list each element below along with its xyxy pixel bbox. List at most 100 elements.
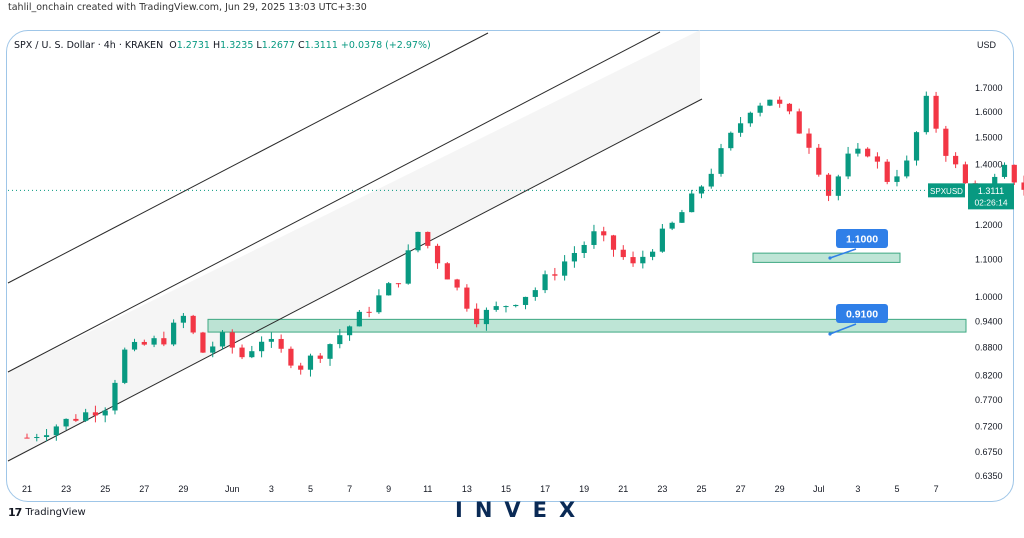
- candle-body: [904, 160, 910, 177]
- candle-body: [356, 311, 362, 327]
- candle-body: [767, 99, 773, 106]
- candle-body: [34, 437, 40, 439]
- candle-body: [689, 193, 695, 213]
- candle-body: [219, 332, 226, 347]
- candle: [483, 307, 490, 331]
- candle-body: [73, 418, 79, 421]
- candle-body: [180, 315, 186, 323]
- candle: [522, 296, 529, 310]
- candle: [63, 418, 69, 430]
- callout-anchor-dot: [828, 332, 832, 336]
- symbol-legend: SPX / U. S. Dollar · 4h · KRAKEN O1.2731…: [14, 40, 431, 51]
- candle-body: [102, 410, 108, 416]
- candle: [131, 338, 138, 352]
- candle: [816, 143, 822, 177]
- x-tick-label: 13: [462, 484, 472, 494]
- candle: [728, 131, 734, 151]
- candle: [552, 267, 558, 281]
- high-label: H: [212, 40, 221, 51]
- candle-body: [327, 344, 333, 359]
- candle: [953, 152, 959, 169]
- channel-middle-line: [7, 31, 661, 373]
- y-tick-label: 1.6000: [975, 107, 1003, 117]
- candle: [102, 407, 108, 423]
- candle: [571, 246, 577, 268]
- support-zone-2: [207, 318, 967, 333]
- price-callout-1: 1.1000: [828, 229, 888, 260]
- candle: [239, 344, 245, 360]
- candle: [933, 91, 939, 133]
- x-tick-label: 17: [540, 484, 550, 494]
- candle: [825, 173, 832, 202]
- x-tick-label: 21: [618, 484, 628, 494]
- symbol-tag-box: [928, 183, 965, 198]
- candle-body: [874, 156, 881, 162]
- low-label: L: [256, 40, 262, 51]
- candle: [229, 329, 235, 354]
- candle: [474, 303, 480, 328]
- candle: [845, 146, 851, 180]
- candle: [581, 241, 587, 259]
- last-price-tag-box: [968, 183, 1014, 210]
- candle: [777, 96, 783, 108]
- candle: [122, 347, 128, 385]
- callout-box: [836, 229, 888, 248]
- candle: [259, 336, 265, 358]
- candle: [806, 128, 812, 154]
- candle: [219, 330, 226, 350]
- candle: [171, 319, 177, 347]
- candle: [395, 283, 402, 288]
- candle: [366, 306, 372, 318]
- candle: [249, 345, 255, 359]
- callout-pointer: [829, 248, 857, 259]
- candle: [444, 262, 450, 280]
- candle-body: [728, 132, 734, 149]
- candle: [786, 103, 793, 115]
- candle: [865, 147, 871, 158]
- candle-body: [894, 176, 900, 182]
- candle: [620, 245, 626, 260]
- price-callout-2: 0.9100: [828, 304, 888, 336]
- candle-body: [503, 306, 509, 308]
- chart-frame: [6, 30, 1014, 502]
- candle: [317, 353, 323, 363]
- candle: [698, 185, 705, 199]
- candle: [708, 168, 714, 189]
- candle-body: [708, 173, 714, 187]
- candle: [386, 281, 392, 296]
- candle-body: [171, 322, 177, 345]
- tradingview-attribution[interactable]: 17 TradingView: [8, 506, 86, 519]
- candle: [669, 221, 675, 231]
- candle: [884, 159, 890, 185]
- candle: [962, 161, 968, 184]
- candle-body: [1001, 164, 1008, 177]
- candle: [210, 341, 216, 358]
- candle-body: [796, 111, 802, 134]
- candle-body: [865, 148, 871, 157]
- y-tick-label: 0.8200: [975, 370, 1003, 380]
- countdown-text: 02:26:14: [974, 197, 1007, 207]
- candle: [855, 143, 861, 157]
- candle: [278, 334, 284, 353]
- candle-body: [913, 132, 920, 161]
- chart-caption: tahlil_onchain created with TradingView.…: [8, 2, 367, 13]
- candle: [53, 424, 59, 441]
- x-tick-label: 15: [501, 484, 511, 494]
- candle: [141, 339, 147, 346]
- candle: [513, 304, 519, 308]
- candle-body: [630, 257, 636, 264]
- candle-body: [229, 332, 235, 348]
- x-tick-label: Jul: [813, 484, 825, 494]
- candle-body: [278, 338, 284, 349]
- candle: [337, 329, 343, 349]
- callout-label: 0.9100: [846, 309, 878, 321]
- y-tick-label: 1.1000: [975, 255, 1003, 265]
- candle-body: [454, 279, 460, 288]
- x-tick-label: 23: [657, 484, 667, 494]
- candle: [112, 379, 118, 415]
- candle-body: [141, 341, 147, 345]
- candle-body: [659, 228, 665, 252]
- x-tick-label: 11: [423, 484, 432, 494]
- channel-upper-line: [7, 32, 489, 284]
